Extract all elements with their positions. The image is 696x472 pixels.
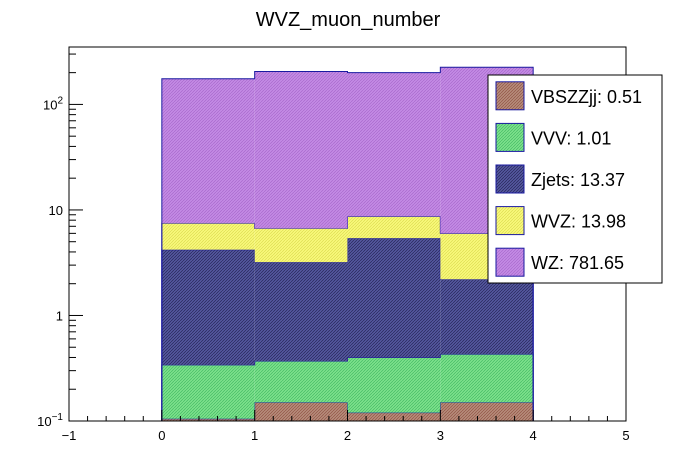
bar-vbszzjj-bin-3 [440,402,534,421]
chart-title: WVZ_muon_number [256,9,441,31]
legend-label-wvz: WVZ: 13.98 [531,212,626,232]
bar-vvv-bin-0 [161,364,255,419]
y-tick-label: 10 [49,203,63,218]
legend-swatch-vbszzjj [495,81,525,111]
bar-zjets-bin-1 [254,262,348,362]
legend-label-zjets: Zjets: 13.37 [531,170,625,190]
bar-wvz-bin-0 [161,223,255,250]
bar-zjets-bin-3 [440,279,534,355]
bar-vbszzjj-bin-0 [161,418,255,421]
x-tick-label: 1 [251,428,258,443]
y-tick-label: 10−1 [37,412,63,429]
x-tick-label: 5 [622,428,629,443]
legend: VBSZZjj: 0.51 VVV: 1.01 Zjets: 13.37 WVZ: 1… [487,74,663,284]
x-tick-label: 3 [437,428,444,443]
x-tick-label: 2 [344,428,351,443]
bar-vbszzjj-bin-1 [254,402,348,421]
bar-vbszzjj-bin-2 [347,412,441,421]
x-tick-label: −1 [62,428,77,443]
bars [161,66,534,421]
bar-vvv-bin-3 [440,354,534,403]
bar-wz-bin-0 [161,78,255,224]
legend-label-wz: WZ: 781.65 [531,253,624,273]
bar-zjets-bin-2 [347,238,441,358]
series-outline-wz [161,66,534,421]
legend-swatch-zjets [495,164,525,194]
x-tick-label: 0 [158,428,165,443]
legend-swatch-vvv [495,122,525,152]
legend-swatch-wz [495,247,525,277]
x-tick-label: 4 [530,428,537,443]
bar-wvz-bin-1 [254,228,348,263]
bar-wz-bin-2 [347,72,441,217]
axes: −1 0 1 2 3 4 5 10−1 1 10 102 [37,53,630,443]
legend-label-vbszzjj: VBSZZjj: 0.51 [531,87,642,107]
legend-label-vvv: VVV: 1.01 [531,128,611,148]
bar-zjets-bin-0 [161,249,255,365]
bar-vvv-bin-2 [347,357,441,413]
y-tick-label: 1 [56,308,63,323]
bar-wz-bin-1 [254,71,348,229]
bar-wvz-bin-2 [347,216,441,239]
y-tick-label: 102 [43,95,63,112]
legend-swatch-wvz [495,206,525,236]
bar-vvv-bin-1 [254,361,348,403]
